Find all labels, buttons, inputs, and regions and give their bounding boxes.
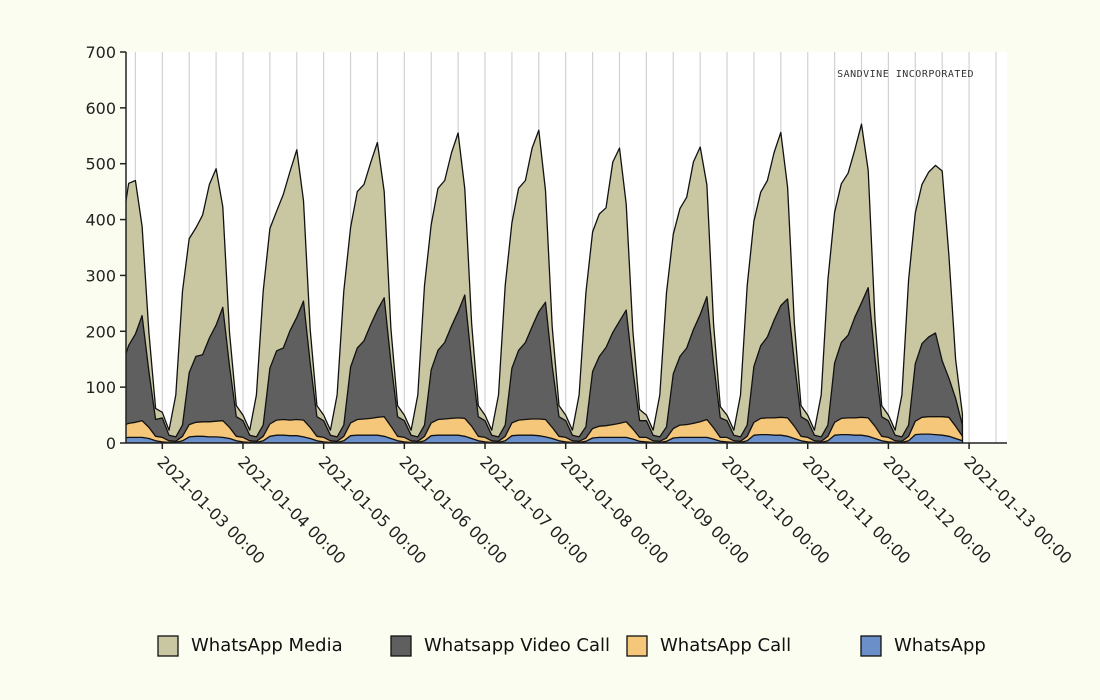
area-whatsapp xyxy=(126,433,964,443)
area-whatsapp-media xyxy=(126,123,964,443)
y-tick-label: 200 xyxy=(85,322,116,341)
axes xyxy=(125,52,1007,444)
watermark: SANDVINE INCORPORATED xyxy=(837,69,974,80)
y-tick-label: 400 xyxy=(85,211,116,230)
legend-swatch xyxy=(626,635,648,657)
y-tick-label: 500 xyxy=(85,155,116,174)
legend-label: WhatsApp Media xyxy=(191,635,343,656)
legend-label: Whatsapp Video Call xyxy=(424,635,610,656)
legend: WhatsApp Media Whatsapp Video Call WhatsAp… xyxy=(157,635,986,657)
legend-swatch xyxy=(860,635,882,657)
legend-swatch xyxy=(390,635,412,657)
series-areas xyxy=(126,123,964,443)
y-tick-label: 100 xyxy=(85,378,116,397)
y-axis-ticks: 0 100 200 300 400 500 600 700 xyxy=(85,43,126,453)
legend-label: WhatsApp xyxy=(894,635,986,656)
y-tick-label: 0 xyxy=(106,434,116,453)
y-tick-label: 300 xyxy=(85,266,116,285)
legend-label: WhatsApp Call xyxy=(660,635,791,656)
y-tick-label: 600 xyxy=(85,99,116,118)
y-tick-label: 700 xyxy=(85,43,116,62)
legend-swatch xyxy=(157,635,179,657)
area-whatsapp-video-call xyxy=(126,287,964,443)
